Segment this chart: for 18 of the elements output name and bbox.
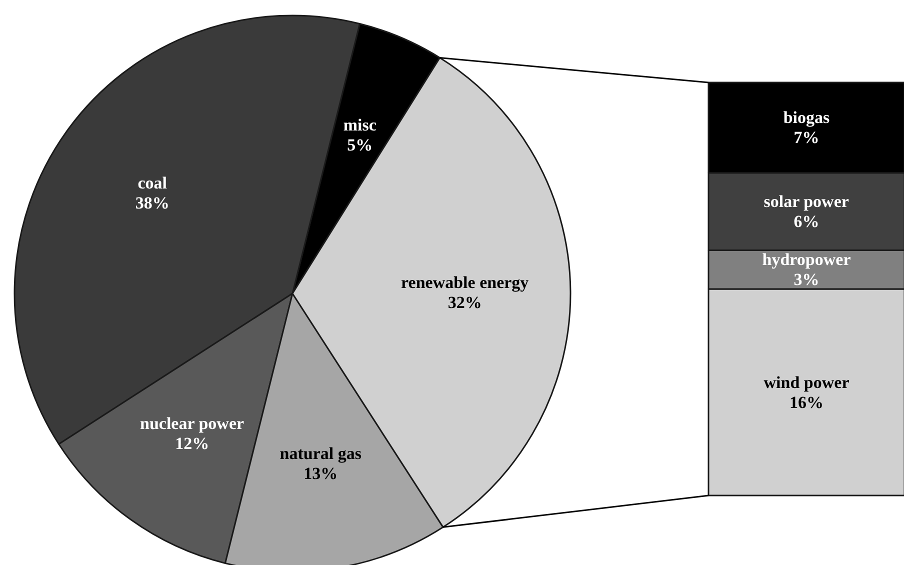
slice-label: renewable energy xyxy=(401,272,530,292)
slice-label: misc xyxy=(343,115,377,134)
data-label: 5% xyxy=(347,135,373,154)
data-label: 32% xyxy=(448,292,482,312)
data-label: 38% xyxy=(135,194,170,213)
slice-label: natural gas xyxy=(280,444,362,464)
data-label: 6% xyxy=(794,212,820,232)
data-label: 7% xyxy=(794,128,820,148)
data-label: 16% xyxy=(790,392,824,412)
series-label: hydropower xyxy=(762,250,852,270)
slice-label: coal xyxy=(138,174,168,193)
series-label: wind power xyxy=(764,372,850,392)
slice-label: nuclear power xyxy=(140,414,244,434)
data-label: 3% xyxy=(794,270,820,290)
series-label: biogas xyxy=(783,108,830,128)
series-label: solar power xyxy=(764,192,850,212)
data-label: 13% xyxy=(304,464,338,484)
data-label: 12% xyxy=(175,434,210,454)
